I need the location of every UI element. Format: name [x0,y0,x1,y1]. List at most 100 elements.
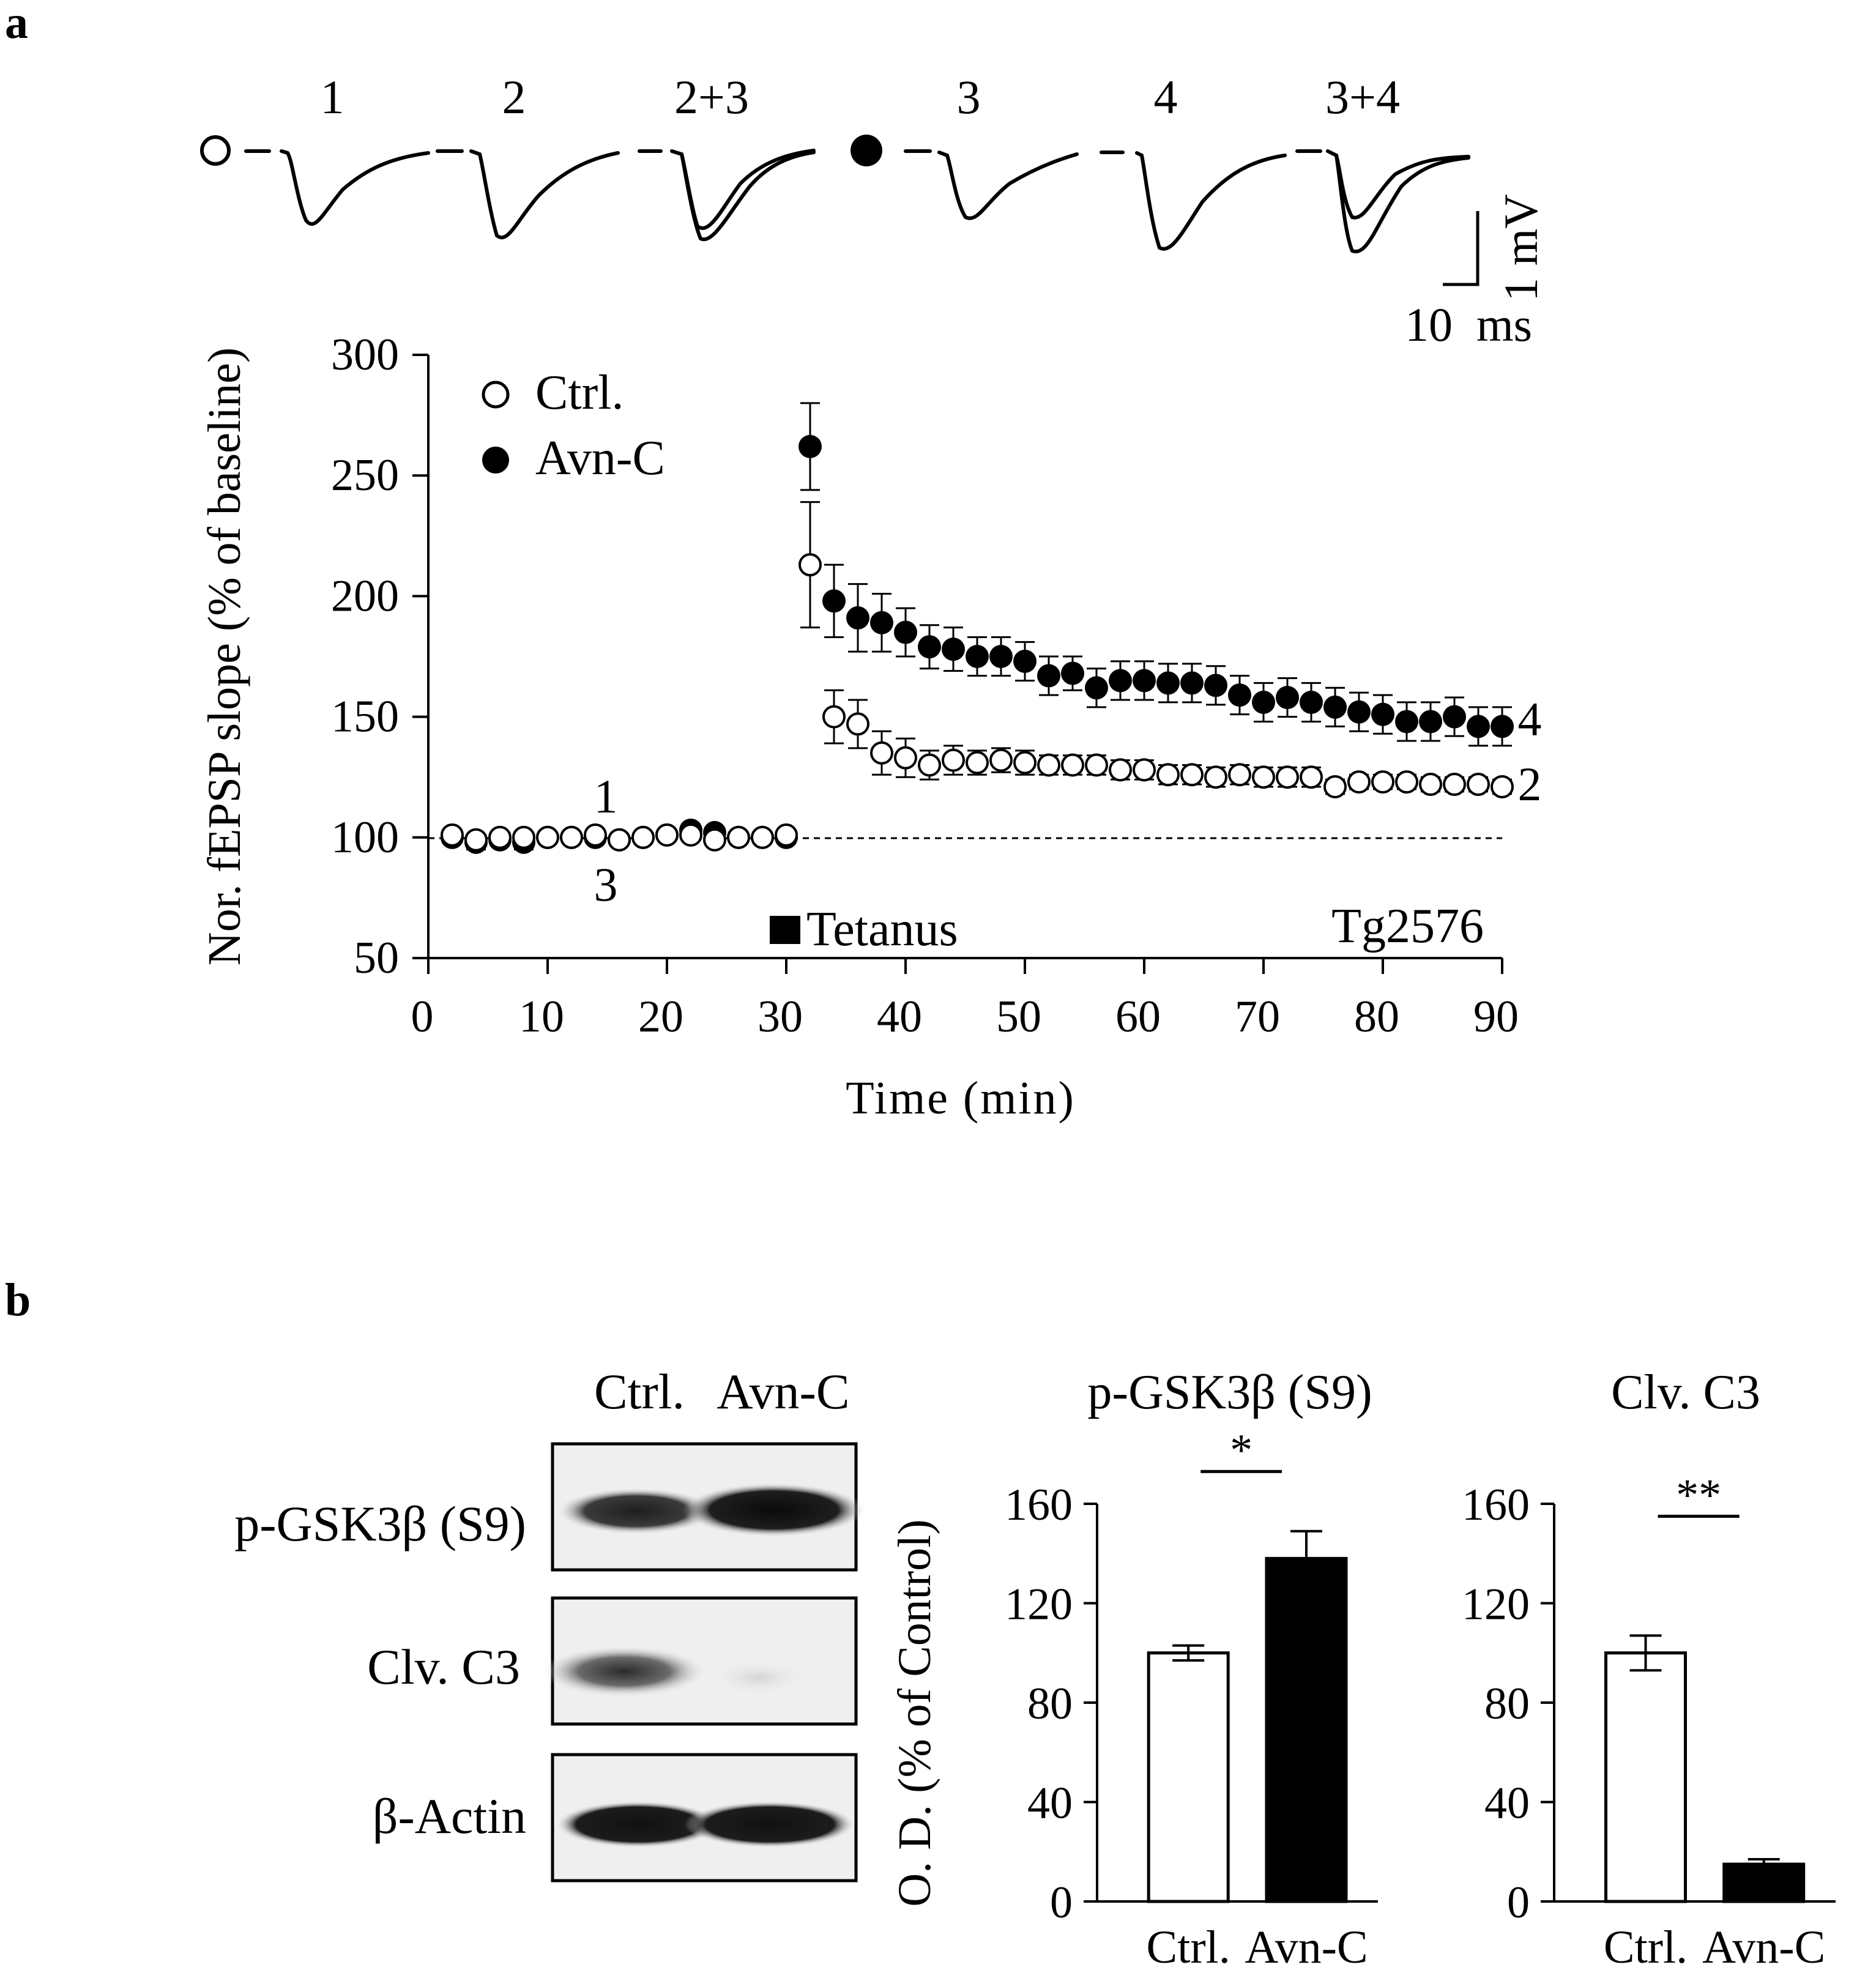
ltp-x-tick-label: 30 [757,992,803,1042]
bar2-category-label: Avn-C [1702,1922,1825,1973]
ltp-y-tick-label: 50 [354,933,399,983]
ltp-y-tick-label: 300 [331,330,399,380]
ltp-point-ctrl [1037,753,1060,777]
bar2-errorbar [1748,1857,1780,1865]
ltp-point-avn [1156,671,1180,695]
ltp-x-tick-label: 90 [1473,992,1519,1042]
ltp-point-ctrl [536,825,559,849]
ltp-point-ctrl [1252,765,1275,789]
ltp-point-ctrl [1419,773,1442,797]
ltp-point-avn [1180,671,1204,695]
scale-label-voltage: 1 mV [1494,194,1547,302]
ltp-point-ctrl [1443,773,1466,797]
ltp-point-ctrl [655,823,679,847]
ltp-point-ctrl [1323,775,1347,798]
ltp-y-tick-label: 200 [331,571,399,621]
ltp-point-avn [918,635,941,659]
ltp-x-tick-label: 50 [996,992,1041,1042]
clvc3-bar-chart: Clv. C3 0 40 80 120 160 Ctrl. Avn-C ** [1462,1366,1836,1973]
ltp-point-ctrl [1347,770,1371,794]
ltp-point-ctrl [1061,753,1084,777]
ltp-point-avn [798,434,822,458]
ltp-point-ctrl [464,828,488,852]
trace-3-4-avn [1334,154,1470,254]
legend-ctrl-marker [482,381,510,409]
trace-2 [436,149,620,240]
ltp-point-ctrl [1395,770,1418,794]
panel-a-label: a [5,0,28,48]
ltp-point-avn [1491,715,1514,738]
timepoint-3-label: 3 [594,858,618,911]
trace-label-2: 2 [502,70,526,124]
ltp-point-ctrl [441,823,464,847]
ctrl-traces-marker [200,135,231,166]
ltp-point-ctrl [1276,765,1299,789]
ltp-point-ctrl [894,746,917,770]
bar2-title: Clv. C3 [1611,1366,1760,1419]
ltp-point-ctrl [631,825,655,849]
band-clvc3-ctrl [542,1646,707,1697]
bar2-y-tick-label: 40 [1484,1778,1530,1829]
ltp-point-avn [1013,649,1037,673]
ltp-point-ctrl [1491,775,1514,798]
legend-ctrl-label: Ctrl. [535,366,623,420]
band-actin-ctrl [556,1801,721,1848]
ltp-point-avn [1252,690,1275,714]
ltp-point-avn [1109,669,1132,693]
ltp-point-ctrl [488,825,512,849]
trace-2-3-avn [680,151,816,242]
bar2-y-tick-label: 0 [1507,1878,1530,1928]
ltp-point-avn [1085,676,1108,700]
ltp-x-tick-label: 20 [638,992,683,1042]
bar1-bar-avn [1265,1556,1348,1903]
bar1-y-tick-label: 120 [1005,1580,1073,1630]
ltp-x-tick-label: 70 [1235,992,1280,1042]
ltp-point-ctrl [751,825,774,849]
ltp-point-ctrl [822,705,846,729]
panel-b-label: b [5,1274,31,1326]
ltp-point-ctrl [846,712,869,736]
bar1-bar-ctrl [1147,1651,1230,1903]
tetanus-marker [770,916,800,944]
ltp-point-avn [1204,674,1227,697]
band-pgsk3b-avn [682,1483,866,1537]
ltp-y-tick-label: 250 [331,450,399,500]
tetanus-label: Tetanus [806,902,958,956]
ltp-y-tick-label: 100 [331,812,399,863]
ltp-point-avn [1323,695,1347,719]
ltp-point-ctrl [584,823,607,847]
trace-label-3-4: 3+4 [1325,70,1400,124]
bar2-category-label: Ctrl. [1604,1922,1688,1973]
ltp-point-avn [822,589,846,613]
trace-label-4: 4 [1154,70,1178,124]
ltp-point-avn [942,637,965,661]
trace-1 [244,149,430,226]
ltp-point-ctrl [560,825,583,849]
ltp-point-ctrl [1228,763,1251,787]
bar2-y-tick-label: 160 [1462,1480,1530,1530]
ltp-point-avn [1276,686,1299,710]
ltp-x-tick-label: 10 [519,992,564,1042]
ltp-point-ctrl [798,553,822,577]
ltp-point-avn [1395,710,1418,734]
trace-3 [904,149,1079,220]
bar1-y-tick-label: 80 [1027,1679,1073,1729]
bar2-bar-ctrl [1604,1651,1687,1903]
blot-col-ctrl: Ctrl. [594,1364,685,1419]
ltp-point-ctrl [512,825,535,849]
ltp-point-avn [846,606,869,630]
scale-label-time: 10 ms [1405,298,1532,351]
trace-label-3: 3 [957,70,981,124]
ltp-point-ctrl [608,828,631,852]
ltp-point-ctrl [775,823,798,847]
ltp-point-avn [870,611,893,634]
ltp-y-tick-label: 150 [331,692,399,742]
ltp-point-avn [1419,710,1442,734]
bar1-y-axis-title: O. D. (% of Control) [889,1519,940,1906]
ltp-point-avn [1037,664,1060,688]
bar1-title: p-GSK3β (S9) [1087,1366,1372,1419]
bar2-significance-label: ** [1676,1470,1721,1520]
ltp-point-ctrl [989,748,1013,772]
ltp-point-avn [989,645,1013,668]
bar1-y-tick-label: 40 [1027,1778,1073,1829]
